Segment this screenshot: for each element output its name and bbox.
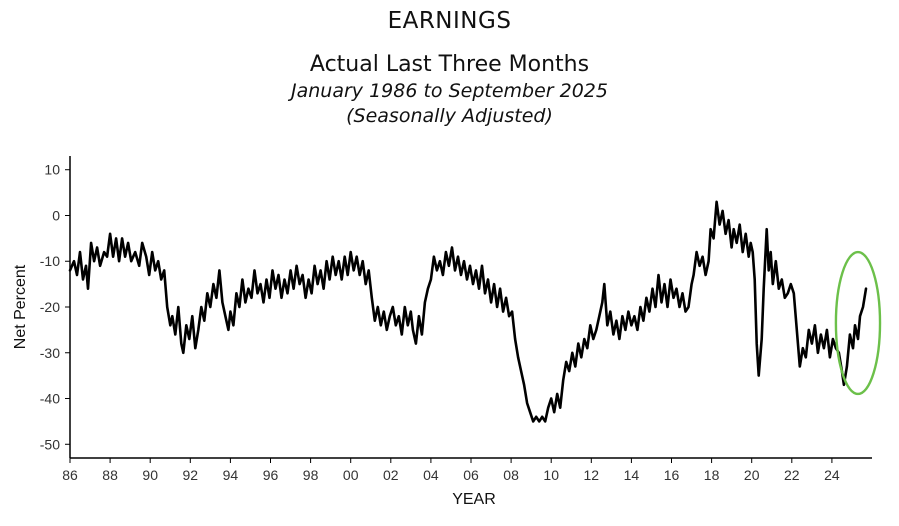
y-tick-label: 10 <box>44 162 60 178</box>
chart-subtitle: Actual Last Three Months <box>309 52 590 77</box>
series-line <box>68 200 868 423</box>
x-tick-label: 92 <box>183 467 199 483</box>
x-tick-label: 04 <box>423 467 439 483</box>
x-tick-label: 22 <box>784 467 800 483</box>
y-tick-label: -20 <box>40 299 60 315</box>
x-tick-label: 20 <box>744 467 760 483</box>
x-tick-label: 10 <box>543 467 559 483</box>
y-tick-label: 0 <box>52 207 60 223</box>
x-tick-label: 16 <box>664 467 680 483</box>
highlight-ellipse <box>834 250 882 396</box>
chart-title: EARNINGS <box>387 8 512 34</box>
y-tick-label: -40 <box>40 391 60 407</box>
x-tick-label: 94 <box>223 467 239 483</box>
x-tick-label: 12 <box>584 467 600 483</box>
y-tick-label: -10 <box>40 253 60 269</box>
chart-date-range: January 1986 to September 2025 <box>291 80 608 102</box>
x-tick-label: 00 <box>343 467 359 483</box>
x-tick-label: 14 <box>624 467 640 483</box>
x-tick-label: 02 <box>383 467 399 483</box>
x-tick-label: 18 <box>704 467 720 483</box>
chart-note: (Seasonally Adjusted) <box>346 105 553 127</box>
x-tick-label: 24 <box>824 467 840 483</box>
y-tick-label: -50 <box>40 436 60 452</box>
x-tick-label: 06 <box>463 467 479 483</box>
x-tick-label: 98 <box>303 467 319 483</box>
x-tick-label: 90 <box>142 467 158 483</box>
x-tick-label: 88 <box>102 467 118 483</box>
x-tick-label: 08 <box>503 467 519 483</box>
x-axis-title: YEAR <box>452 491 496 508</box>
y-axis-title: Net Percent <box>12 264 29 349</box>
x-tick-label: 96 <box>263 467 279 483</box>
y-tick-label: -30 <box>40 345 60 361</box>
x-tick-label: 86 <box>62 467 78 483</box>
